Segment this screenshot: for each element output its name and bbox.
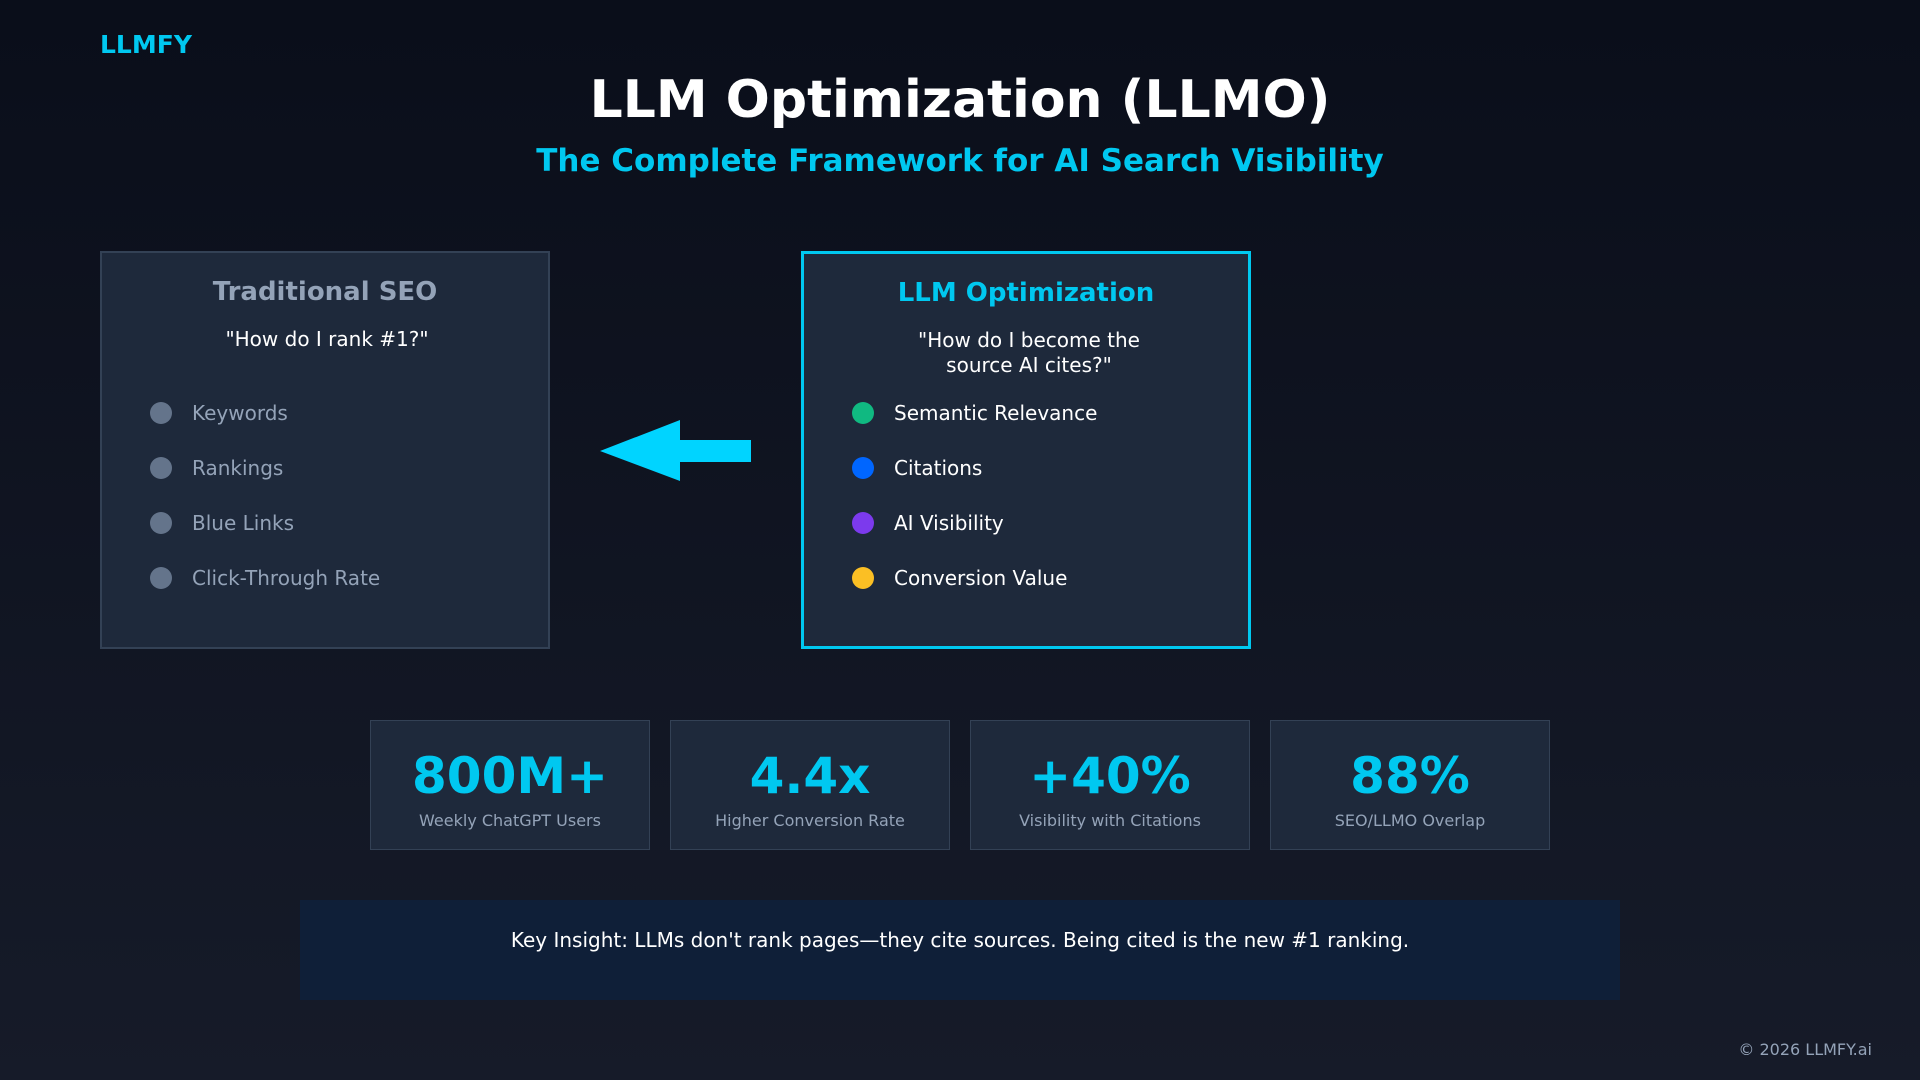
bullet: [852, 567, 874, 589]
stat-card: 88% SEO/LLMO Overlap: [1270, 720, 1550, 850]
list-item: Keywords: [150, 398, 288, 428]
card: Traditional SEO "How do I rank #1?" Keyw…: [100, 251, 550, 649]
subtitle: The Complete Framework for AI Search Vis…: [536, 143, 1384, 179]
list-item: Citations: [852, 453, 982, 483]
item-text: Click-Through Rate: [192, 566, 381, 590]
card-title: LLM Optimization: [897, 278, 1155, 308]
bullet: [150, 402, 172, 424]
arrow: [600, 420, 751, 481]
list-item: AI Visibility: [852, 508, 1004, 538]
item-text: Keywords: [192, 401, 288, 425]
item-text: Citations: [894, 456, 983, 480]
bullet: [852, 512, 874, 534]
bullet: [150, 567, 172, 589]
item-text: Conversion Value: [894, 566, 1068, 590]
list-item: Blue Links: [150, 508, 294, 538]
list-item: Conversion Value: [852, 563, 1067, 593]
stat-label: SEO/LLMO Overlap: [1334, 811, 1486, 830]
stat-value: 88%: [1350, 747, 1470, 805]
stat-value: +40%: [1029, 747, 1191, 805]
list-item: Semantic Relevance: [852, 398, 1097, 428]
card: LLM Optimization "How do I become the so…: [801, 251, 1251, 649]
bullet: [150, 457, 172, 479]
card-question: "How do I become the source AI cites?": [918, 328, 1140, 377]
arrow-shape: [600, 420, 751, 481]
bullet: [852, 402, 874, 424]
bullet: [852, 457, 874, 479]
insight-text: Key Insight: LLMs don't rank pages—they …: [510, 928, 1410, 952]
title: LLM Optimization (LLMO): [589, 70, 1331, 130]
stat-card: +40% Visibility with Citations: [970, 720, 1250, 850]
footer: © 2026 LLMFY.ai: [1738, 1040, 1872, 1059]
bullet: [150, 512, 172, 534]
stat-label: Weekly ChatGPT Users: [419, 811, 601, 830]
card-title: Traditional SEO: [212, 277, 438, 307]
stat-value: 4.4x: [749, 747, 871, 805]
brand: LLMFY: [100, 30, 192, 59]
item-text: Rankings: [192, 456, 284, 480]
stat-label: Visibility with Citations: [1019, 811, 1201, 830]
item-text: Blue Links: [192, 511, 294, 535]
insight-box: Key Insight: LLMs don't rank pages—they …: [300, 900, 1620, 1000]
stat-card: 800M+ Weekly ChatGPT Users: [370, 720, 650, 850]
stat-card: 4.4x Higher Conversion Rate: [670, 720, 950, 850]
list-item: Click-Through Rate: [150, 563, 380, 593]
stat-value: 800M+: [411, 747, 609, 805]
card-question: "How do I rank #1?": [225, 327, 429, 351]
stat-label: Higher Conversion Rate: [715, 811, 905, 830]
item-text: AI Visibility: [894, 511, 1004, 535]
item-text: Semantic Relevance: [894, 401, 1098, 425]
list-item: Rankings: [150, 453, 283, 483]
